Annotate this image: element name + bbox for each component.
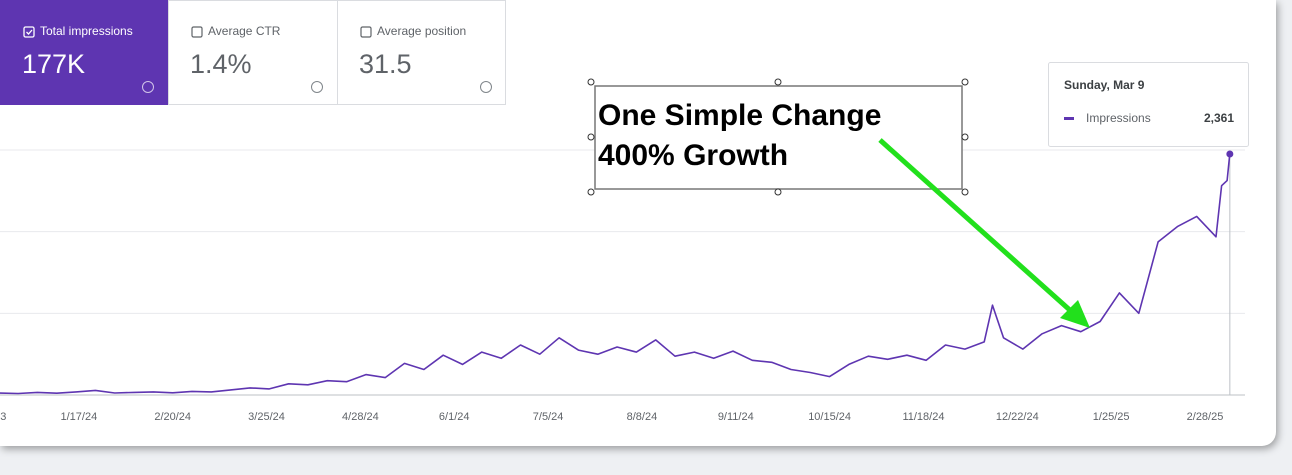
tooltip-value: 2,361 xyxy=(1204,111,1234,125)
x-tick-label: 1/25/25 xyxy=(1093,411,1130,423)
metric-tile[interactable] xyxy=(0,0,168,105)
x-tick-label: 7/5/24 xyxy=(533,411,564,423)
x-tick-label: 2/20/24 xyxy=(154,411,191,423)
x-tick-label: 4/28/24 xyxy=(342,411,379,423)
checkbox[interactable] xyxy=(191,26,203,38)
x-tick-label: 12/14/23 xyxy=(0,411,6,423)
x-tick-label: 11/18/24 xyxy=(902,411,944,423)
x-tick-label: 1/17/24 xyxy=(60,411,97,423)
series-line xyxy=(0,153,1231,395)
metric-value: 31.5 xyxy=(359,49,412,79)
chart: Total impressions 177K Average CTR 1.4% … xyxy=(0,0,1249,423)
tooltip-title: Sunday, Mar 9 xyxy=(1064,78,1145,92)
arrow-shaft xyxy=(878,138,1074,314)
checkbox[interactable] xyxy=(360,26,372,38)
x-tick-label: 3/25/24 xyxy=(248,411,285,423)
hover-point xyxy=(1226,150,1234,158)
x-tick-label: 10/15/24 xyxy=(808,411,851,423)
metric-value: 177K xyxy=(22,49,85,79)
annotation-text: One Simple Change xyxy=(598,99,881,132)
checkbox[interactable] xyxy=(23,26,35,38)
arrow-head xyxy=(1060,300,1090,328)
x-tick-label: 9/11/24 xyxy=(718,411,754,423)
tooltip-series: Impressions xyxy=(1086,111,1151,125)
metric-label: Total impressions xyxy=(40,24,133,38)
metric-value: 1.4% xyxy=(190,49,252,79)
metric-tile[interactable] xyxy=(337,0,506,105)
tooltip xyxy=(1048,62,1249,147)
selection-handles xyxy=(587,78,969,196)
x-tick-label: 2/28/25 xyxy=(1187,411,1224,423)
performance-card: Total impressions 177K Average CTR 1.4% … xyxy=(0,0,1276,446)
metric-label: Average CTR xyxy=(208,24,281,38)
x-tick-label: 12/22/24 xyxy=(996,411,1039,423)
x-tick-label: 8/8/24 xyxy=(627,411,658,423)
checkmark xyxy=(26,29,33,35)
help-icons xyxy=(142,81,492,93)
metric-label: Average position xyxy=(377,24,466,38)
metric-tile[interactable] xyxy=(168,0,338,105)
legend-swatch xyxy=(1064,117,1074,120)
x-tick-label: 6/1/24 xyxy=(439,411,470,423)
annotation-box[interactable] xyxy=(594,85,963,190)
annotation-text: 400% Growth xyxy=(598,139,788,172)
